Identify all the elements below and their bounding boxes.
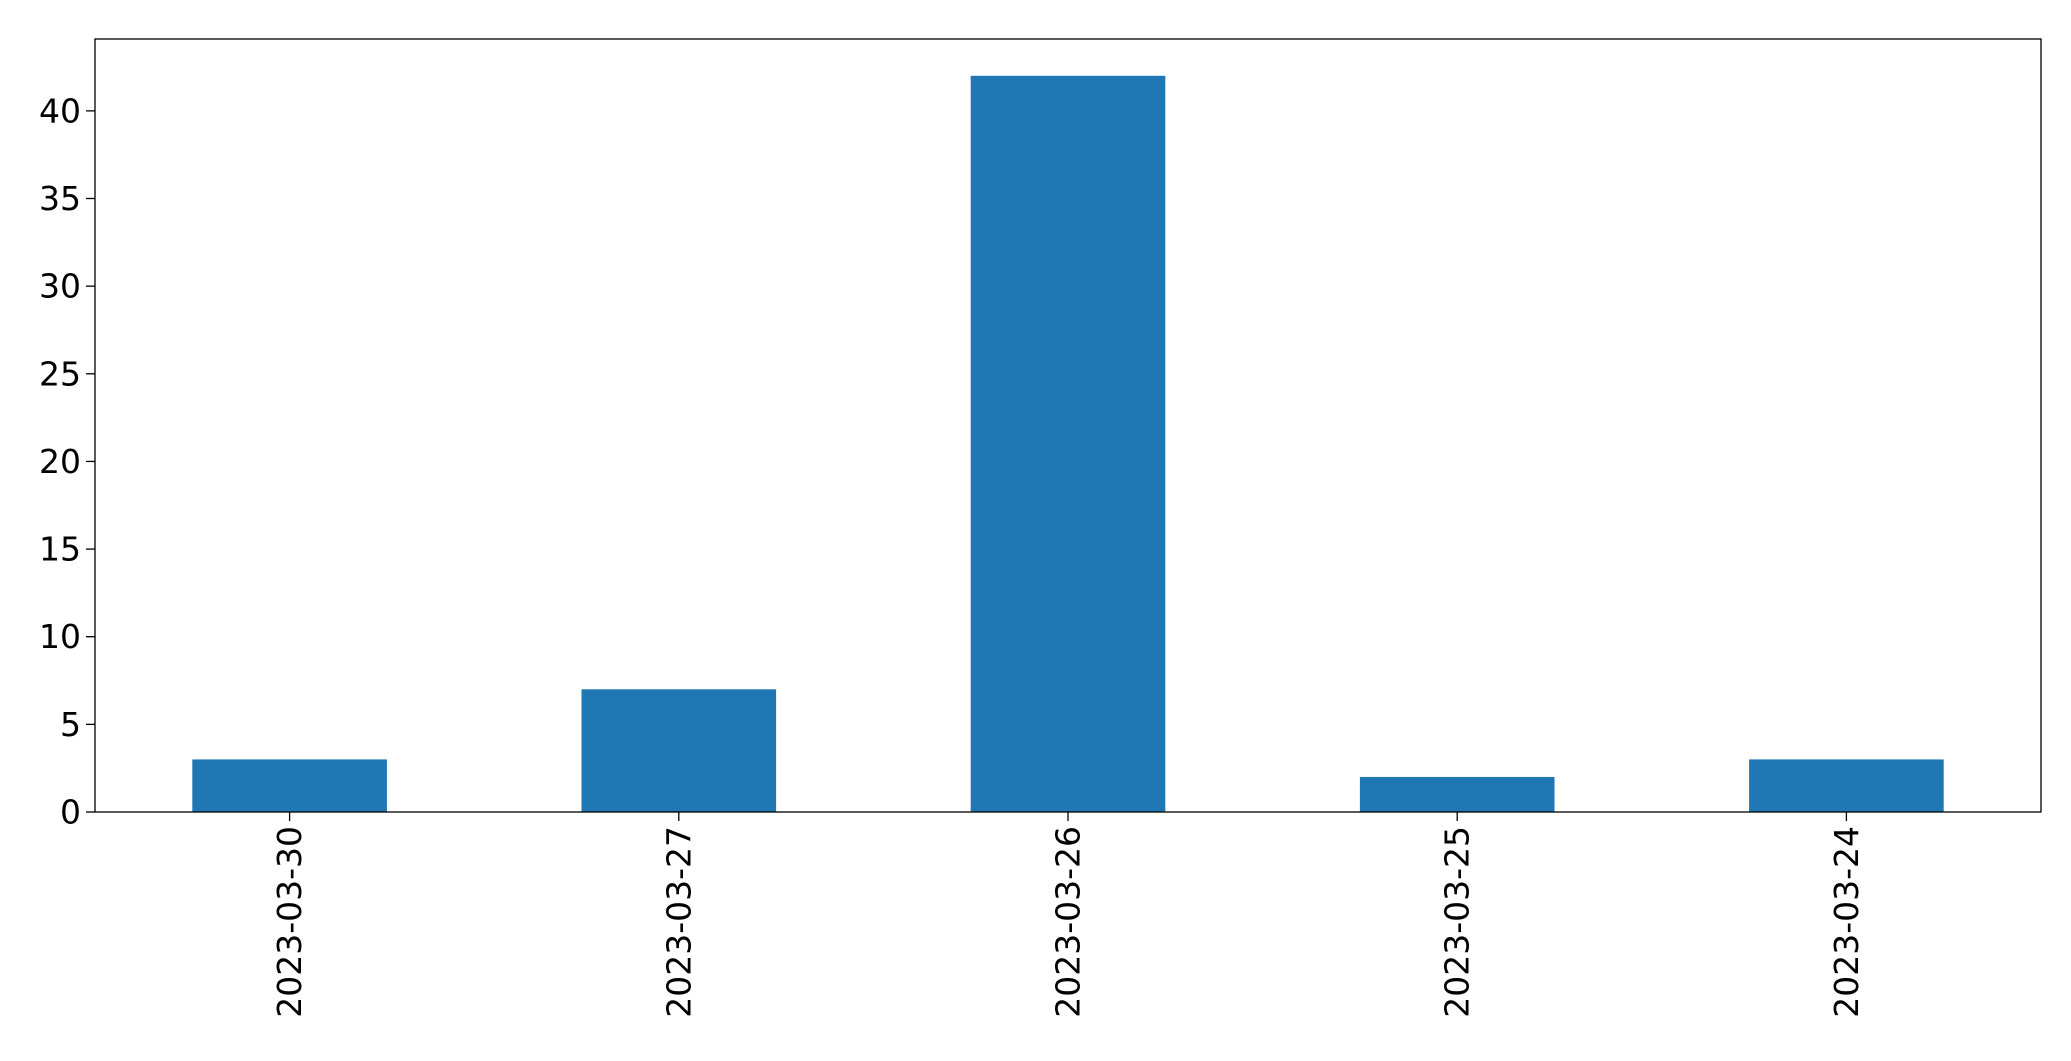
y-tick-label: 25 <box>39 354 81 393</box>
x-tick-label: 2023-03-26 <box>1049 826 1088 1018</box>
y-tick-label: 0 <box>60 793 81 832</box>
y-tick-label: 30 <box>39 267 81 306</box>
bar-2023-03-25 <box>1359 776 1555 812</box>
bars-group <box>192 75 1944 813</box>
y-tick-label: 20 <box>39 442 81 481</box>
x-tick-label: 2023-03-27 <box>659 826 698 1018</box>
bar-2023-03-30 <box>192 759 387 812</box>
y-tick-label: 5 <box>60 705 81 744</box>
y-tick-label: 40 <box>39 91 81 130</box>
y-axis: 0 5 10 15 20 25 30 35 40 <box>39 91 95 832</box>
x-axis: 2023-03-30 2023-03-27 2023-03-26 2023-03-25… <box>270 812 1866 1018</box>
y-tick-label: 35 <box>39 179 81 218</box>
y-tick-label: 15 <box>39 530 81 569</box>
x-tick-label: 2023-03-24 <box>1827 826 1866 1018</box>
bar-2023-03-24 <box>1749 759 1944 812</box>
bar-2023-03-27 <box>581 689 777 812</box>
bar-2023-03-26 <box>970 75 1166 813</box>
plot-frame <box>94 38 2042 813</box>
x-tick-label: 2023-03-25 <box>1438 826 1477 1018</box>
y-tick-label: 10 <box>39 617 81 656</box>
x-tick-label: 2023-03-30 <box>270 826 309 1018</box>
